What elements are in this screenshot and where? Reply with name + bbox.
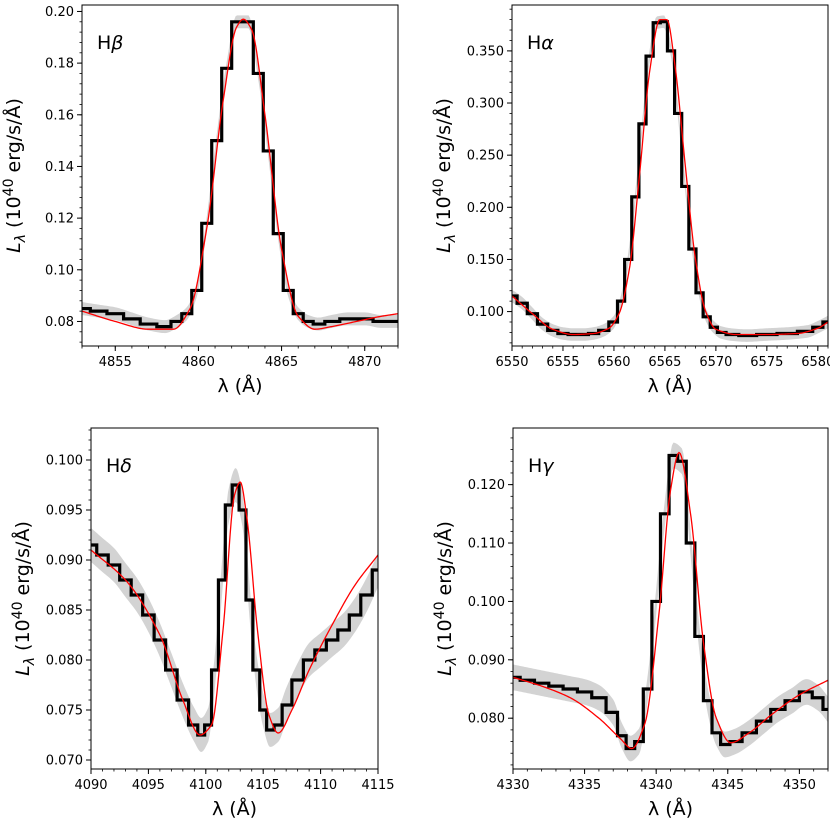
y-tick-label: 0.200 xyxy=(467,201,504,216)
x-axis-label: λ (Å) xyxy=(212,797,257,820)
x-tick-label: 4105 xyxy=(247,778,280,793)
uncertainty-band xyxy=(82,15,398,334)
axes-frame xyxy=(90,427,379,770)
x-tick-label: 6560 xyxy=(597,355,630,370)
y-tick-label: 0.070 xyxy=(46,754,83,769)
panel-3: 4090 4095 4100 4105 4110 4115 0.070 0.075 0.080 0… xyxy=(10,427,395,820)
x-axis-label: λ (Å) xyxy=(648,797,693,820)
plot-area xyxy=(513,442,828,762)
x-tick-label: 4115 xyxy=(361,778,394,793)
x-tick-label: 6575 xyxy=(750,355,783,370)
y-tick-label: 0.075 xyxy=(46,704,83,719)
uncertainty-band xyxy=(513,442,828,762)
y-axis-label: Lλ (1040 erg/s/Å) xyxy=(10,521,38,676)
observed-step-line xyxy=(82,20,398,329)
panel-label: Hα xyxy=(527,32,554,54)
x-tick-label: 6570 xyxy=(699,355,732,370)
y-axis-label: Lλ (1040 erg/s/Å) xyxy=(1,98,29,253)
x-tick-label: 6555 xyxy=(546,355,579,370)
y-tick-label: 0.350 xyxy=(467,44,504,59)
x-tick-label: 4110 xyxy=(304,778,337,793)
model-curve xyxy=(82,18,398,330)
y-tick-label: 0.100 xyxy=(467,305,504,320)
x-tick-label: 4855 xyxy=(99,355,132,370)
x-tick-label: 4345 xyxy=(711,778,744,793)
y-tick-label: 0.08 xyxy=(45,315,74,330)
x-tick-label: 4350 xyxy=(783,778,816,793)
x-tick-label: 4865 xyxy=(265,355,298,370)
y-tick-label: 0.14 xyxy=(45,160,74,175)
x-tick-label: 4100 xyxy=(189,778,222,793)
observed-step-line xyxy=(512,20,828,338)
x-tick-label: 6550 xyxy=(495,355,528,370)
uncertainty-band xyxy=(91,468,378,752)
y-axis-label: Lλ (1040 erg/s/Å) xyxy=(431,98,459,253)
y-tick-label: 0.300 xyxy=(467,97,504,112)
panel-label: Hβ xyxy=(97,32,123,54)
y-tick-label: 0.18 xyxy=(45,57,74,72)
plot-area xyxy=(82,15,398,334)
x-tick-label: 4335 xyxy=(568,778,601,793)
model-curve xyxy=(512,18,828,336)
axes-frame xyxy=(81,4,399,347)
model-curve xyxy=(513,451,828,750)
panel-4: 4330 4335 4340 4345 4350 0.080 0.090 0.100 0.110… xyxy=(432,427,829,820)
panel-1: 4855 4860 4865 4870 0.08 0.10 0.12 0.14 0.16 0.18… xyxy=(1,4,399,397)
x-axis-label: λ (Å) xyxy=(217,374,262,397)
model-curve xyxy=(91,481,378,736)
y-tick-label: 0.16 xyxy=(45,108,74,123)
y-tick-label: 0.150 xyxy=(467,253,504,268)
y-tick-label: 0.250 xyxy=(467,149,504,164)
y-tick-label: 0.110 xyxy=(468,537,505,552)
x-tick-label: 4870 xyxy=(348,355,381,370)
y-tick-label: 0.120 xyxy=(468,478,505,493)
y-tick-label: 0.090 xyxy=(468,653,505,668)
x-tick-label: 4090 xyxy=(74,778,107,793)
uncertainty-band xyxy=(512,15,828,342)
x-tick-label: 4860 xyxy=(182,355,215,370)
y-tick-label: 0.090 xyxy=(46,554,83,569)
y-tick-label: 0.085 xyxy=(46,604,83,619)
x-tick-label: 4095 xyxy=(132,778,165,793)
plot-area xyxy=(91,468,378,752)
y-tick-label: 0.095 xyxy=(46,504,83,519)
y-tick-label: 0.080 xyxy=(468,712,505,727)
panel-label: Hδ xyxy=(106,455,132,477)
x-axis-label: λ (Å) xyxy=(647,374,692,397)
y-axis-label: Lλ (1040 erg/s/Å) xyxy=(432,521,460,676)
y-tick-label: 0.10 xyxy=(45,263,74,278)
y-tick-label: 0.100 xyxy=(468,595,505,610)
y-tick-label: 0.20 xyxy=(45,5,74,20)
y-tick-label: 0.080 xyxy=(46,654,83,669)
x-tick-label: 4340 xyxy=(640,778,673,793)
axes-frame xyxy=(511,4,829,347)
y-tick-label: 0.100 xyxy=(46,454,83,469)
x-tick-label: 4330 xyxy=(496,778,529,793)
x-tick-label: 6565 xyxy=(648,355,681,370)
y-tick-label: 0.12 xyxy=(45,212,74,227)
plot-area xyxy=(512,15,828,342)
observed-step-line xyxy=(91,483,378,737)
panel-label: Hγ xyxy=(528,455,555,477)
